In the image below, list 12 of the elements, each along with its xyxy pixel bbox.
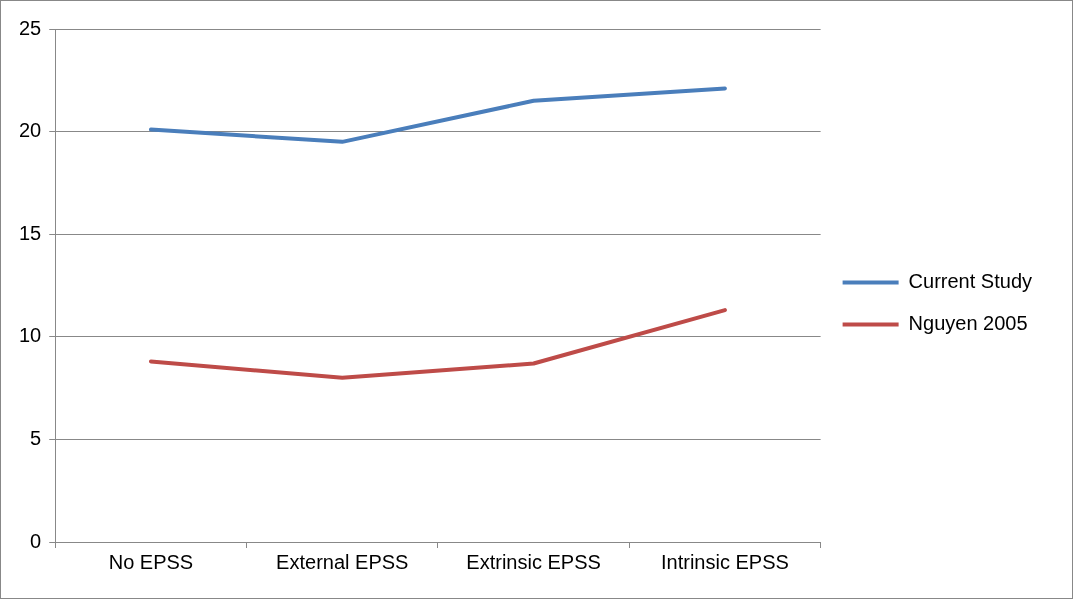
y-tick-label: 20	[19, 119, 42, 142]
y-tick-label: 10	[19, 324, 42, 347]
x-tick-label: Intrinsic EPSS	[661, 550, 789, 573]
x-tick-label: No EPSS	[108, 550, 194, 573]
y-tick-label: 15	[19, 221, 42, 244]
y-tick-label: 25	[19, 16, 42, 39]
y-tick-label: 0	[30, 529, 42, 552]
legend-label: Current Study	[908, 270, 1032, 293]
x-tick-label: Extrinsic EPSS	[466, 550, 601, 573]
y-tick-label: 5	[30, 426, 42, 449]
x-tick-label: External EPSS	[276, 550, 409, 573]
legend-label: Nguyen 2005	[908, 312, 1028, 335]
